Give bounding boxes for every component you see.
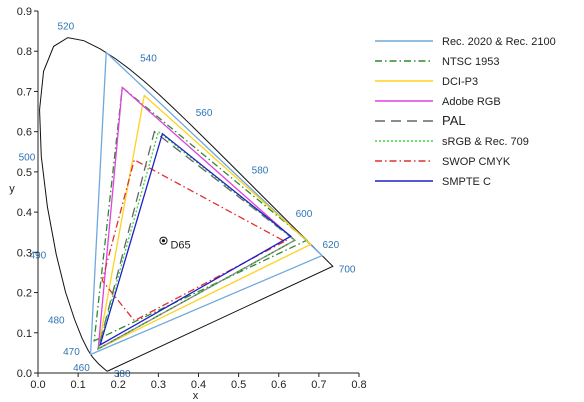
white-point-label: D65 (170, 240, 190, 252)
y-tick-label: 0.9 (17, 6, 32, 18)
legend-label: Rec. 2020 & Rec. 2100 (442, 36, 556, 48)
y-tick-label: 0.5 (17, 167, 32, 179)
x-tick-label: 0.3 (151, 379, 166, 391)
y-tick-label: 0.3 (17, 247, 32, 259)
wavelength-label: 560 (196, 108, 213, 119)
spectral-locus (39, 37, 334, 372)
legend-label: SWOP CMYK (442, 156, 511, 168)
x-tick-label: 0.5 (231, 379, 246, 391)
x-tick-label: 0.8 (351, 379, 366, 391)
legend-label: Adobe RGB (442, 96, 501, 108)
wavelength-label: 470 (63, 347, 80, 358)
wavelength-label: 620 (322, 240, 339, 251)
axes: 0.0 0.1 0.2 0.3 0.4 0.5 0.6 0.7 0.8 0.0 0.1 0.2 0.3 0… (9, 6, 366, 402)
x-tick-label: 0.0 (30, 379, 45, 391)
legend-label: NTSC 1953 (442, 56, 499, 68)
gamut-dci-p3 (97, 94, 313, 351)
y-axis-label: y (9, 183, 15, 195)
plot-area: 380460470480490500520540560580600620700D… (19, 22, 356, 380)
wavelength-label: 580 (252, 165, 269, 176)
wavelength-label: 480 (48, 316, 65, 327)
wavelength-label: 700 (339, 264, 356, 275)
legend-label: DCI-P3 (442, 76, 478, 88)
wavelength-label: 500 (19, 152, 36, 163)
white-point-dot (161, 239, 166, 243)
y-tick-label: 0.8 (17, 46, 32, 58)
x-tick-label: 0.6 (271, 379, 286, 391)
y-tick-label: 0.7 (17, 86, 32, 98)
x-tick-label: 0.7 (311, 379, 326, 391)
wavelength-label: 380 (114, 369, 131, 380)
x-tick-label: 0.1 (70, 379, 85, 391)
legend-label: sRGB & Rec. 709 (442, 136, 529, 148)
y-tick-label: 0.4 (17, 207, 32, 219)
x-axis-label: x (193, 390, 199, 402)
wavelength-label: 600 (296, 209, 313, 220)
legend-label: PAL (442, 113, 466, 128)
legend: Rec. 2020 & Rec. 2100 NTSC 1953 DCI-P3 Adob… (375, 36, 556, 188)
y-tick-label: 0.2 (17, 288, 32, 300)
gamut-pal (97, 130, 296, 351)
y-tick-label: 0.6 (17, 127, 32, 139)
wavelength-label: 540 (140, 54, 157, 65)
legend-label: SMPTE C (442, 176, 491, 188)
gamut-rec-2020-rec-2100 (89, 50, 324, 356)
y-tick-label: 0.0 (17, 368, 32, 380)
x-tick-label: 0.4 (191, 379, 206, 391)
gamut-ntsc-1953 (93, 86, 309, 342)
y-tick-label: 0.1 (17, 328, 32, 340)
x-tick-label: 0.2 (111, 379, 126, 391)
wavelength-label: 520 (57, 22, 74, 33)
gamut-srgb-rec-709 (97, 130, 296, 351)
wavelength-label: 460 (73, 363, 90, 374)
white-point-marker (159, 236, 168, 245)
gamut-swop-cmyk (101, 158, 288, 322)
gamut-smpte-c (99, 132, 292, 347)
